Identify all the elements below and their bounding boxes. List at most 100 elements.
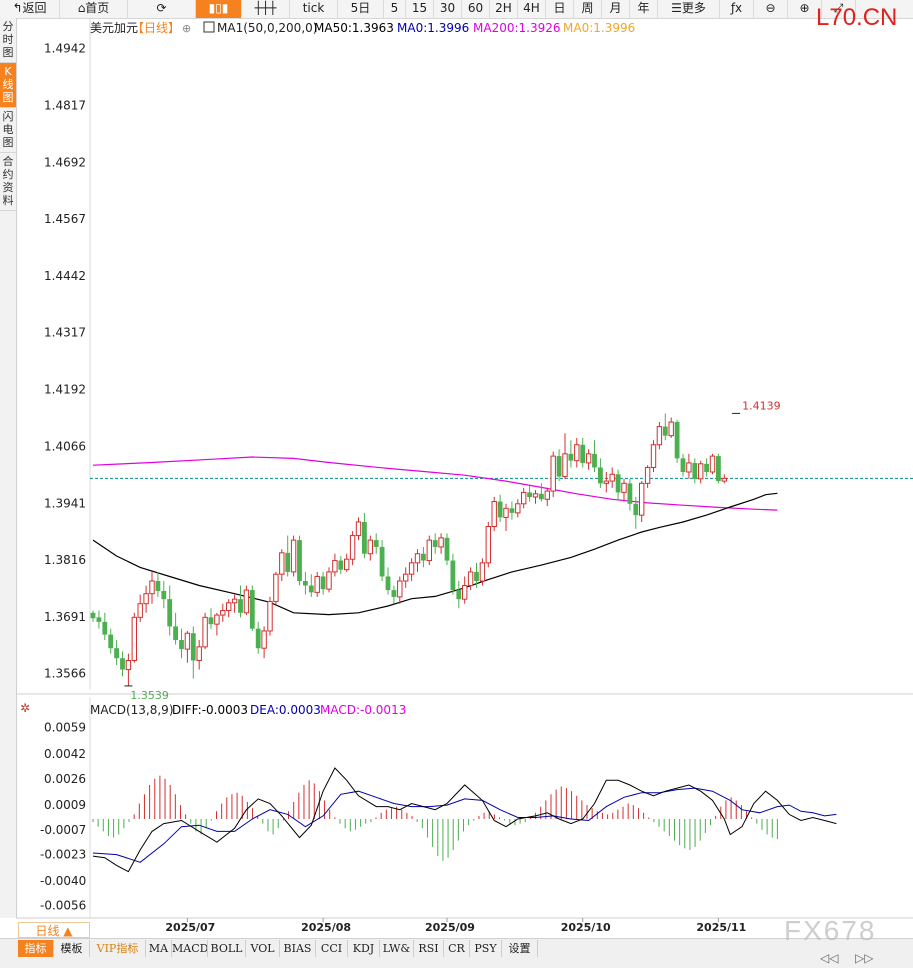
candle-body (149, 580, 155, 595)
bottom-tab-8[interactable]: CCI (316, 940, 348, 957)
candle-body (108, 634, 114, 649)
ma200-line (92, 456, 778, 511)
toolbar-zoom-in-button[interactable]: ⊕ (788, 0, 822, 18)
toolbar-period-9[interactable]: 30 (434, 0, 462, 18)
chart-title: 美元加元 (90, 21, 138, 35)
candle-body (179, 640, 184, 650)
macd-tick-label: 0.0009 (44, 798, 86, 812)
x-tick-label: 2025/09 (425, 921, 475, 934)
candle-body (503, 507, 509, 518)
toolbar-refresh-button[interactable]: ⟳ (128, 0, 196, 18)
toolbar-period-15[interactable]: 月 (602, 0, 630, 18)
price-tick-label: 1.4567 (44, 212, 86, 226)
toolbar-period-16[interactable]: 年 (630, 0, 658, 18)
toolbar-bar-chart-button[interactable]: ┼┼┼ (242, 0, 290, 18)
candle-body (173, 626, 178, 641)
toolbar-back-arrow-button[interactable]: ↰返回 (0, 0, 60, 18)
x-tick-label: 2025/11 (696, 921, 746, 934)
candle-body (721, 477, 727, 482)
candle-body (462, 585, 468, 600)
candle-body (674, 422, 680, 459)
bottom-tab-0[interactable]: 指标 (18, 940, 54, 957)
toolbar-candlestick-button[interactable]: ▮▯▮ (196, 0, 242, 18)
candle-body (279, 552, 285, 575)
candle-body (544, 490, 550, 500)
candle-body (391, 590, 397, 597)
bottom-tab-12[interactable]: CR (444, 940, 470, 957)
toolbar-period-8[interactable]: 15 (406, 0, 434, 18)
toolbar-period-10[interactable]: 60 (462, 0, 490, 18)
price-tick-label: 1.4817 (44, 98, 86, 112)
candle-body (539, 493, 544, 500)
bottom-tab-13[interactable]: PSY (470, 940, 502, 957)
indicator-icon (203, 21, 215, 33)
candle-body (627, 483, 633, 504)
bottom-tab-6[interactable]: VOL (246, 940, 280, 957)
bottom-tab-3[interactable]: MA (146, 940, 172, 957)
price-legend-item: MA50:1.3963 (314, 21, 394, 35)
candle-body (196, 646, 202, 661)
candle-body (161, 590, 167, 600)
candle-body (231, 598, 238, 604)
candle-body (456, 590, 462, 600)
toolbar-period-13[interactable]: 日 (546, 0, 574, 18)
period-selector[interactable]: 日线 ▲ (18, 922, 90, 938)
bottom-tab-2[interactable]: VIP指标 (90, 940, 146, 957)
candle-body (303, 581, 308, 586)
bottom-tab-11[interactable]: RSI (414, 940, 444, 957)
macd-legend-item: MACD:-0.0013 (320, 703, 406, 717)
toolbar-expand-button[interactable]: ⤢ (822, 0, 856, 18)
side-tab-3[interactable]: 合约资料 (0, 153, 16, 211)
candle-body (362, 521, 367, 554)
candle-body (609, 473, 615, 482)
candle-body (373, 540, 379, 547)
candle-body (243, 589, 250, 614)
diff-line (92, 767, 837, 873)
indicator-settings-icon[interactable]: ✲ (20, 701, 31, 715)
bottom-tab-5[interactable]: BOLL (208, 940, 246, 957)
toolbar-period-7[interactable]: 5 (384, 0, 406, 18)
bottom-tab-1[interactable]: 模板 (54, 940, 90, 957)
bottom-tab-14[interactable]: 设置 (502, 940, 538, 957)
scroll-right-icon[interactable]: ▷▷ (855, 951, 874, 965)
toolbar-period-12[interactable]: 4H (518, 0, 546, 18)
x-tick-label: 2025/10 (561, 921, 611, 934)
toolbar-period-14[interactable]: 周 (574, 0, 602, 18)
candle-body (255, 628, 261, 649)
bottom-tab-10[interactable]: LW& (380, 940, 414, 957)
candle-body (585, 453, 592, 464)
dea-line (92, 787, 837, 863)
toolbar-period-11[interactable]: 2H (490, 0, 518, 18)
bottom-tab-7[interactable]: BIAS (280, 940, 316, 957)
macd-tick-label: 0.0059 (44, 721, 86, 735)
candle-body (692, 462, 698, 479)
candle-body (208, 617, 214, 625)
scroll-left-icon[interactable]: ◁◁ (820, 951, 839, 965)
toolbar: ↰返回 ⌂首页 ⟳ ▮▯▮ ┼┼┼ tick 5日 5 15 30 60 2H 4H 日周月年 ☰更多 ƒx ⊖… (0, 0, 913, 19)
candle-body (90, 612, 96, 619)
toolbar-formula-button[interactable]: ƒx (720, 0, 754, 18)
candle-body (214, 614, 220, 625)
period-label: 【日线】 (132, 21, 180, 35)
candle-body (290, 539, 297, 573)
candle-body (220, 610, 226, 616)
toolbar-period-6[interactable]: 5日 (338, 0, 384, 18)
candle-body (261, 630, 267, 649)
candle-body (532, 493, 539, 498)
toolbar-period-5[interactable]: tick (290, 0, 338, 18)
toolbar-home-button[interactable]: ⌂首页 (60, 0, 128, 18)
candle-body (656, 426, 663, 446)
candle-body (332, 560, 338, 573)
bottom-tab-9[interactable]: KDJ (348, 940, 380, 957)
add-indicator-icon: ⊕ (182, 22, 191, 35)
toolbar-menu-button[interactable]: ☰更多 (658, 0, 720, 18)
side-tab-1[interactable]: K线图 (0, 63, 16, 108)
price-tick-label: 1.3691 (44, 610, 86, 624)
toolbar-zoom-out-button[interactable]: ⊖ (754, 0, 788, 18)
candle-body (202, 616, 208, 648)
bottom-tab-4[interactable]: MACD (172, 940, 208, 957)
candle-body (238, 599, 243, 613)
side-tab-2[interactable]: 闪电图 (0, 108, 16, 153)
side-tab-0[interactable]: 分时图 (0, 18, 16, 63)
price-tick-label: 1.3941 (44, 496, 86, 510)
